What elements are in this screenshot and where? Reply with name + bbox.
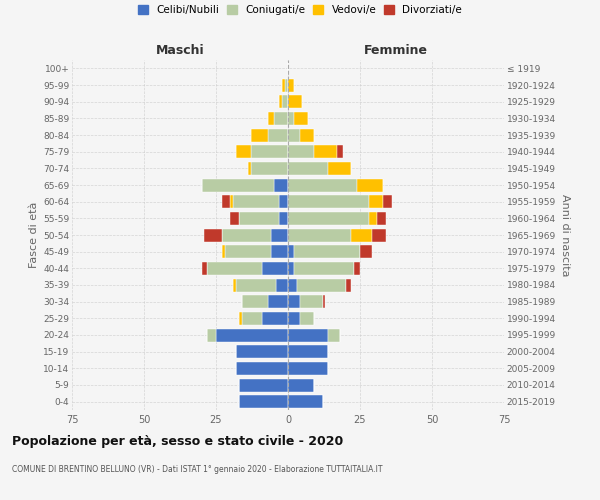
Bar [239, 378, 288, 392]
Bar [368, 212, 377, 225]
Bar [288, 262, 294, 275]
Bar [202, 178, 274, 192]
Bar [277, 278, 288, 291]
Bar [288, 278, 296, 291]
Bar [282, 95, 288, 108]
Bar [337, 145, 343, 158]
Bar [288, 345, 328, 358]
Y-axis label: Fasce di età: Fasce di età [29, 202, 39, 268]
Bar [282, 78, 285, 92]
Bar [224, 245, 271, 258]
Bar [288, 228, 352, 241]
Bar [280, 212, 288, 225]
Bar [242, 295, 268, 308]
Bar [352, 228, 371, 241]
Bar [251, 145, 288, 158]
Bar [202, 262, 208, 275]
Bar [271, 245, 288, 258]
Bar [236, 278, 277, 291]
Bar [233, 278, 236, 291]
Bar [288, 78, 294, 92]
Bar [205, 228, 222, 241]
Bar [222, 245, 224, 258]
Bar [371, 228, 386, 241]
Bar [251, 162, 288, 175]
Bar [296, 278, 346, 291]
Bar [280, 195, 288, 208]
Bar [208, 328, 216, 342]
Bar [239, 212, 280, 225]
Bar [383, 195, 392, 208]
Text: Femmine: Femmine [364, 44, 428, 57]
Legend: Celibi/Nubili, Coniugati/e, Vedovi/e, Divorziati/e: Celibi/Nubili, Coniugati/e, Vedovi/e, Di… [138, 5, 462, 15]
Bar [377, 212, 386, 225]
Text: COMUNE DI BRENTINO BELLUNO (VR) - Dati ISTAT 1° gennaio 2020 - Elaborazione TUTT: COMUNE DI BRENTINO BELLUNO (VR) - Dati I… [12, 465, 383, 474]
Bar [222, 195, 230, 208]
Bar [323, 295, 325, 308]
Bar [288, 162, 328, 175]
Bar [288, 328, 328, 342]
Bar [274, 178, 288, 192]
Bar [288, 212, 368, 225]
Bar [288, 295, 299, 308]
Bar [288, 378, 314, 392]
Bar [236, 345, 288, 358]
Bar [274, 112, 288, 125]
Bar [288, 178, 357, 192]
Bar [216, 328, 288, 342]
Bar [236, 145, 251, 158]
Bar [314, 145, 337, 158]
Bar [299, 128, 314, 141]
Bar [328, 162, 352, 175]
Bar [288, 195, 368, 208]
Bar [208, 262, 262, 275]
Bar [268, 295, 288, 308]
Bar [328, 328, 340, 342]
Bar [294, 262, 354, 275]
Bar [280, 95, 282, 108]
Bar [222, 228, 271, 241]
Bar [368, 195, 383, 208]
Bar [230, 195, 233, 208]
Bar [354, 262, 360, 275]
Bar [294, 112, 308, 125]
Bar [268, 128, 288, 141]
Bar [288, 312, 299, 325]
Bar [299, 295, 323, 308]
Bar [288, 128, 299, 141]
Bar [242, 312, 262, 325]
Bar [346, 278, 352, 291]
Bar [239, 312, 242, 325]
Text: Maschi: Maschi [155, 44, 205, 57]
Bar [357, 178, 383, 192]
Bar [248, 162, 251, 175]
Y-axis label: Anni di nascita: Anni di nascita [560, 194, 570, 276]
Bar [288, 145, 314, 158]
Bar [251, 128, 268, 141]
Bar [360, 245, 371, 258]
Bar [236, 362, 288, 375]
Bar [299, 312, 314, 325]
Bar [288, 362, 328, 375]
Bar [239, 395, 288, 408]
Bar [288, 112, 294, 125]
Bar [288, 395, 323, 408]
Bar [262, 312, 288, 325]
Bar [288, 245, 294, 258]
Bar [233, 195, 280, 208]
Bar [268, 112, 274, 125]
Bar [262, 262, 288, 275]
Text: Popolazione per età, sesso e stato civile - 2020: Popolazione per età, sesso e stato civil… [12, 435, 343, 448]
Bar [271, 228, 288, 241]
Bar [230, 212, 239, 225]
Bar [294, 245, 360, 258]
Bar [285, 78, 288, 92]
Bar [288, 95, 302, 108]
